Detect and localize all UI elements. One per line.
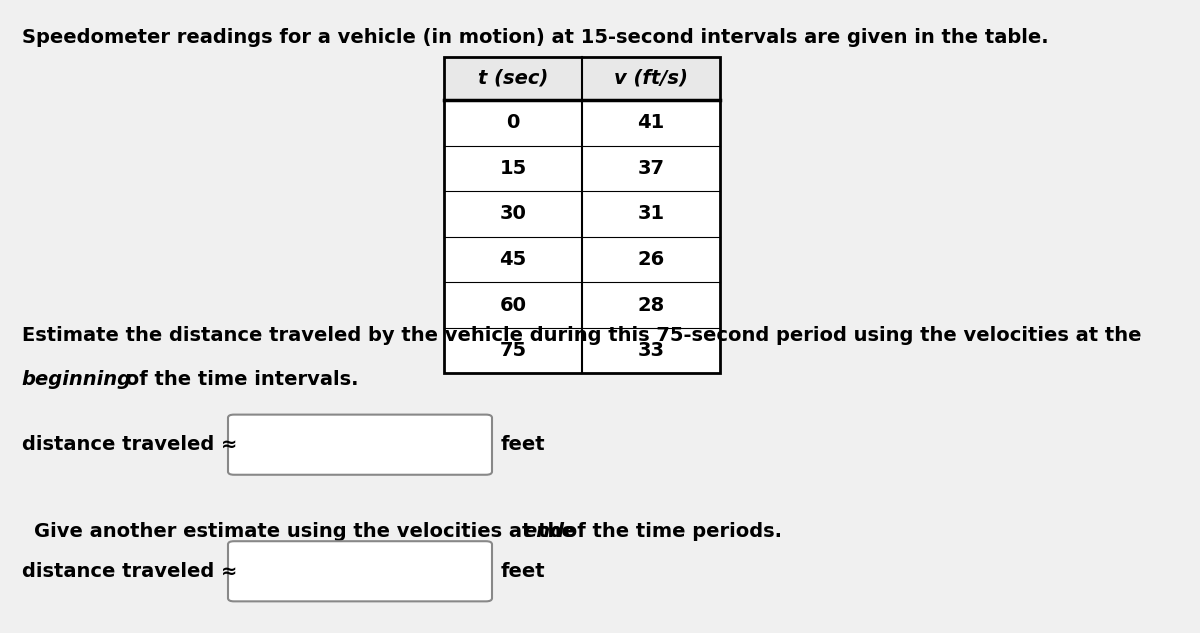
Text: feet: feet (500, 561, 545, 581)
Text: Estimate the distance traveled by the vehicle during this 75-second period using: Estimate the distance traveled by the ve… (22, 326, 1141, 345)
FancyBboxPatch shape (444, 57, 720, 100)
Text: 30: 30 (499, 204, 527, 223)
Text: 15: 15 (499, 159, 527, 178)
Text: 26: 26 (637, 250, 665, 269)
Text: 28: 28 (637, 296, 665, 315)
Text: v (ft/s): v (ft/s) (614, 69, 688, 88)
Text: end: end (523, 522, 564, 541)
Text: 37: 37 (637, 159, 665, 178)
Text: 41: 41 (637, 113, 665, 132)
Text: t (sec): t (sec) (478, 69, 548, 88)
FancyBboxPatch shape (228, 415, 492, 475)
FancyBboxPatch shape (444, 57, 720, 373)
Text: Speedometer readings for a vehicle (in motion) at 15-second intervals are given : Speedometer readings for a vehicle (in m… (22, 28, 1049, 47)
Text: of the time periods.: of the time periods. (557, 522, 782, 541)
Text: 0: 0 (506, 113, 520, 132)
FancyBboxPatch shape (228, 541, 492, 601)
Text: distance traveled ≈: distance traveled ≈ (22, 561, 236, 581)
Text: 33: 33 (637, 341, 665, 360)
Text: Give another estimate using the velocities at the: Give another estimate using the velociti… (34, 522, 581, 541)
Text: distance traveled ≈: distance traveled ≈ (22, 435, 236, 454)
Text: 31: 31 (637, 204, 665, 223)
Text: feet: feet (500, 435, 545, 454)
Text: of the time intervals.: of the time intervals. (119, 370, 359, 389)
Text: beginning: beginning (22, 370, 132, 389)
Text: 60: 60 (499, 296, 527, 315)
Text: 75: 75 (499, 341, 527, 360)
Text: 45: 45 (499, 250, 527, 269)
